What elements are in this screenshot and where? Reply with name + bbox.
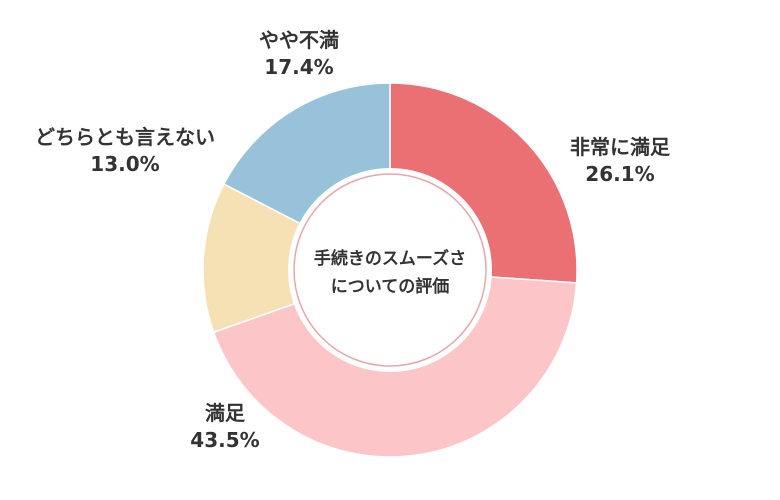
inner-ring bbox=[293, 173, 487, 367]
center-title-line-1: 手続きのスムーズさ bbox=[314, 248, 466, 269]
slice-label-0: 非常に満足 bbox=[570, 135, 671, 159]
slice-label-1: 満足 bbox=[205, 401, 246, 425]
labels-group: 非常に満足 26.1% 満足 43.5% どちらとも言えない 13.0% やや不満 17.4% bbox=[35, 28, 671, 452]
slice-value-1: 43.5% bbox=[190, 428, 259, 452]
slice-value-3: 17.4% bbox=[264, 55, 333, 79]
slice-label-2: どちらとも言えない bbox=[35, 125, 215, 149]
slice-value-0: 26.1% bbox=[585, 162, 654, 186]
slice-label-3: やや不満 bbox=[259, 28, 339, 52]
center-title-line-2: についての評価 bbox=[331, 276, 450, 297]
slice-value-2: 13.0% bbox=[90, 152, 159, 176]
inner-hole bbox=[288, 168, 492, 372]
